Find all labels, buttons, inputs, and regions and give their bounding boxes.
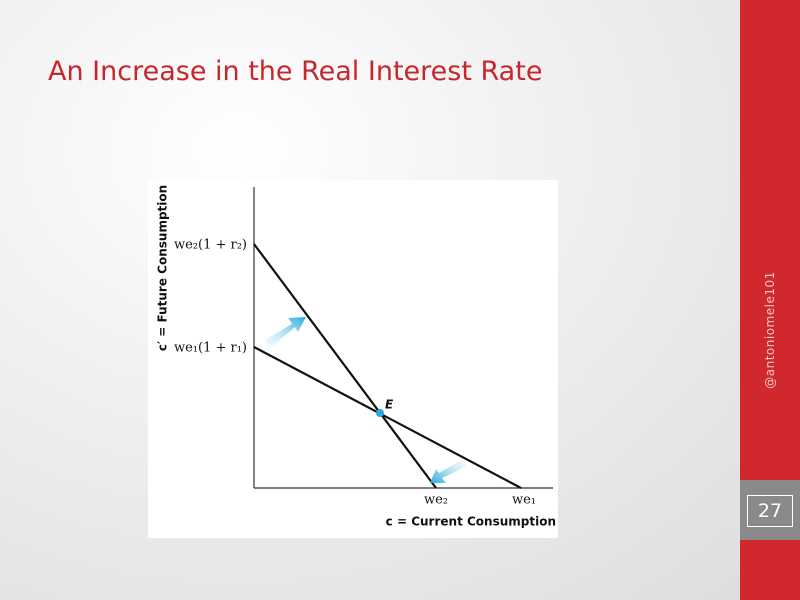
y-intercept-label: we₂(1 + r₂)	[174, 238, 247, 253]
shift-arrow	[430, 459, 467, 483]
budget-line-high-rate	[253, 243, 437, 489]
y-intercept-label: we₁(1 + r₁)	[174, 341, 247, 356]
page-number-box: 27	[740, 480, 800, 540]
author-handle: @antoniomele101	[763, 271, 777, 389]
y-axis-label: c′ = Future Consumption	[156, 185, 170, 351]
x-intercept-label: we₁	[512, 493, 536, 508]
x-intercept-label: we₂	[424, 493, 448, 508]
shift-arrow	[265, 317, 306, 349]
x-axis-label: c = Current Consumption	[386, 515, 556, 529]
equilibrium-point	[376, 409, 384, 417]
slide-title: An Increase in the Real Interest Rate	[48, 56, 543, 87]
diagram-panel	[148, 180, 558, 538]
diagram: E we₂(1 + r₂) we₁(1 + r₁) we₂ we₁ c = Cu…	[148, 180, 558, 538]
page-number: 27	[747, 495, 793, 527]
point-label: E	[385, 398, 394, 412]
budget-line-low-rate	[253, 346, 522, 489]
